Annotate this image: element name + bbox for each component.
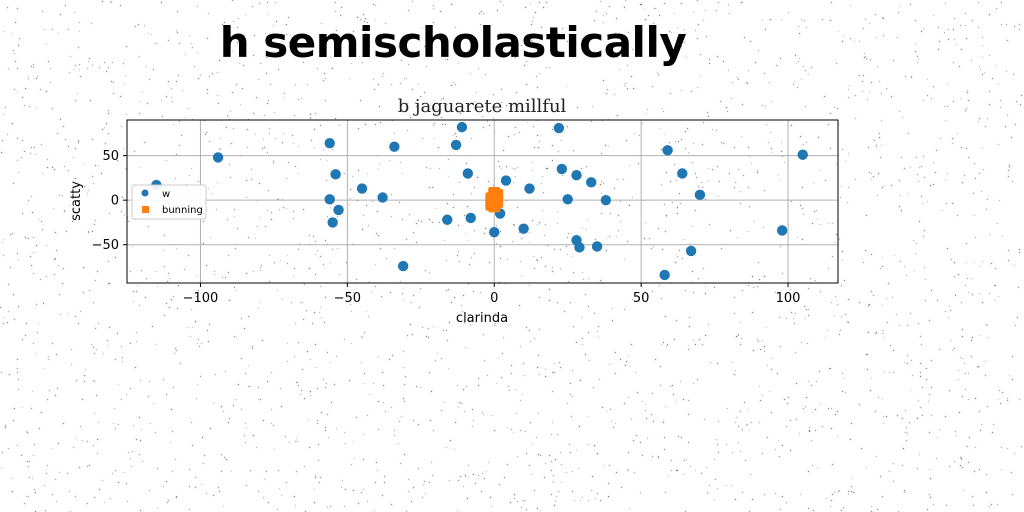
legend-marker-w — [141, 189, 149, 197]
axis-ticks: −100 −50 0 50 100 −50 0 50 — [92, 149, 801, 306]
data-point-w — [442, 214, 453, 225]
data-point-w — [377, 192, 388, 203]
data-point-w — [389, 141, 400, 152]
data-point-w — [571, 170, 582, 181]
x-tick-label: 0 — [490, 291, 498, 306]
data-point-w — [333, 204, 344, 216]
data-point-w — [591, 241, 603, 252]
x-tick-label: −50 — [334, 291, 361, 306]
legend-label-bunning: bunning — [162, 205, 203, 216]
y-axis-label: scatty — [69, 181, 84, 221]
y-tick-label: 50 — [102, 149, 119, 164]
data-point-w — [500, 175, 512, 186]
legend-box — [131, 184, 207, 220]
chart-title: b jaguarete millful — [398, 96, 567, 117]
data-point-w — [456, 121, 468, 133]
page-title: h semischolastically — [219, 18, 687, 67]
data-point-w — [212, 152, 224, 163]
data-point-w — [797, 149, 808, 160]
x-tick-label: 100 — [776, 291, 801, 306]
data-points — [151, 121, 808, 281]
data-point-w — [465, 212, 476, 224]
data-point-w — [600, 194, 612, 206]
data-point-w — [450, 139, 462, 151]
data-point-w — [462, 168, 474, 179]
legend: w bunning — [131, 184, 207, 220]
x-tick-label: 50 — [633, 291, 650, 306]
y-tick-label: −50 — [92, 238, 119, 253]
data-point-w — [356, 183, 368, 194]
plot-area-frame — [126, 119, 839, 284]
data-point-w — [776, 225, 788, 236]
data-point-w — [574, 242, 585, 253]
data-point-w — [518, 223, 529, 234]
data-point-w — [524, 183, 535, 194]
data-point-bunning — [485, 198, 498, 211]
data-point-w — [553, 122, 565, 134]
data-point-w — [659, 269, 670, 281]
data-point-w — [685, 245, 697, 257]
data-point-w — [397, 260, 409, 272]
x-tick-label: −100 — [183, 291, 219, 306]
data-point-w — [489, 227, 500, 238]
data-point-w — [330, 169, 341, 180]
data-point-w — [556, 163, 568, 175]
data-point-w — [677, 168, 688, 179]
legend-marker-bunning — [142, 206, 149, 213]
y-tick-label: 0 — [111, 194, 119, 209]
data-point-w — [562, 194, 573, 205]
grid-lines — [127, 120, 838, 283]
data-point-w — [324, 137, 335, 149]
data-point-w — [662, 145, 673, 156]
data-point-w — [327, 217, 338, 228]
data-point-w — [324, 194, 335, 205]
data-point-w — [694, 189, 706, 201]
legend-label-w: w — [162, 189, 170, 200]
data-point-w — [586, 177, 597, 188]
x-axis-label: clarinda — [456, 311, 508, 326]
